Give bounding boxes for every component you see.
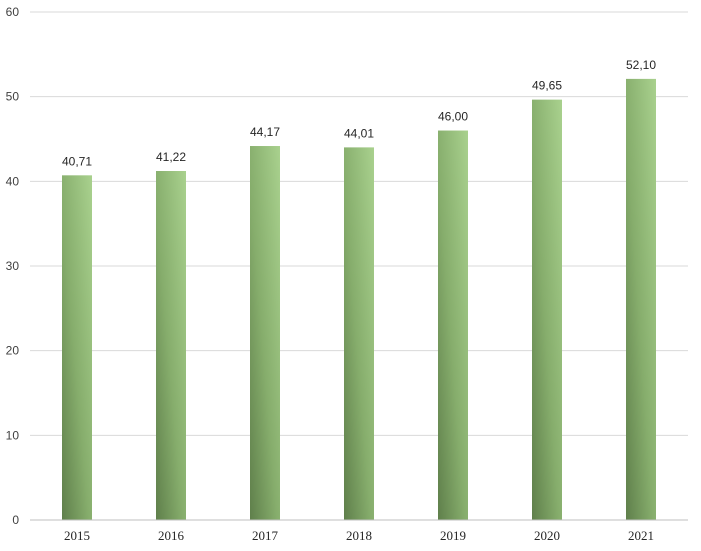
- bar-2016: [156, 171, 186, 520]
- y-tick-label: 0: [12, 513, 19, 527]
- bar-2019: [438, 130, 468, 521]
- y-tick-label: 10: [6, 428, 20, 442]
- data-label-2018: 44,01: [344, 126, 374, 140]
- data-labels: 40,71 41,22 44,17 44,01 46,00 49,65 52,10: [62, 58, 656, 168]
- data-label-2019: 46,00: [438, 110, 468, 124]
- bar-2017: [250, 146, 280, 520]
- x-tick-label-2015: 2015: [64, 528, 90, 543]
- bar-2015: [62, 175, 92, 520]
- x-axis-ticks: 2015 2016 2017 2018 2019 2020 2021: [64, 528, 654, 543]
- bar-2018: [344, 147, 374, 520]
- x-tick-label-2018: 2018: [346, 528, 372, 543]
- bars: [62, 78, 656, 521]
- y-tick-label: 30: [6, 259, 20, 273]
- x-tick-label-2021: 2021: [628, 528, 654, 543]
- x-tick-label-2020: 2020: [534, 528, 560, 543]
- bar-2020: [532, 99, 562, 520]
- y-tick-label: 50: [6, 90, 20, 104]
- data-label-2021: 52,10: [626, 58, 656, 72]
- y-axis-ticks: 0 10 20 30 40 50 60: [6, 5, 20, 527]
- x-tick-label-2017: 2017: [252, 528, 279, 543]
- data-label-2020: 49,65: [532, 79, 562, 93]
- data-label-2017: 44,17: [250, 125, 280, 139]
- data-label-2015: 40,71: [62, 154, 92, 168]
- x-tick-label-2016: 2016: [158, 528, 185, 543]
- x-tick-label-2019: 2019: [440, 528, 466, 543]
- y-tick-label: 60: [6, 5, 20, 19]
- y-tick-label: 20: [6, 344, 20, 358]
- y-tick-label: 40: [6, 174, 20, 188]
- bar-2021: [626, 78, 656, 521]
- data-label-2016: 41,22: [156, 150, 186, 164]
